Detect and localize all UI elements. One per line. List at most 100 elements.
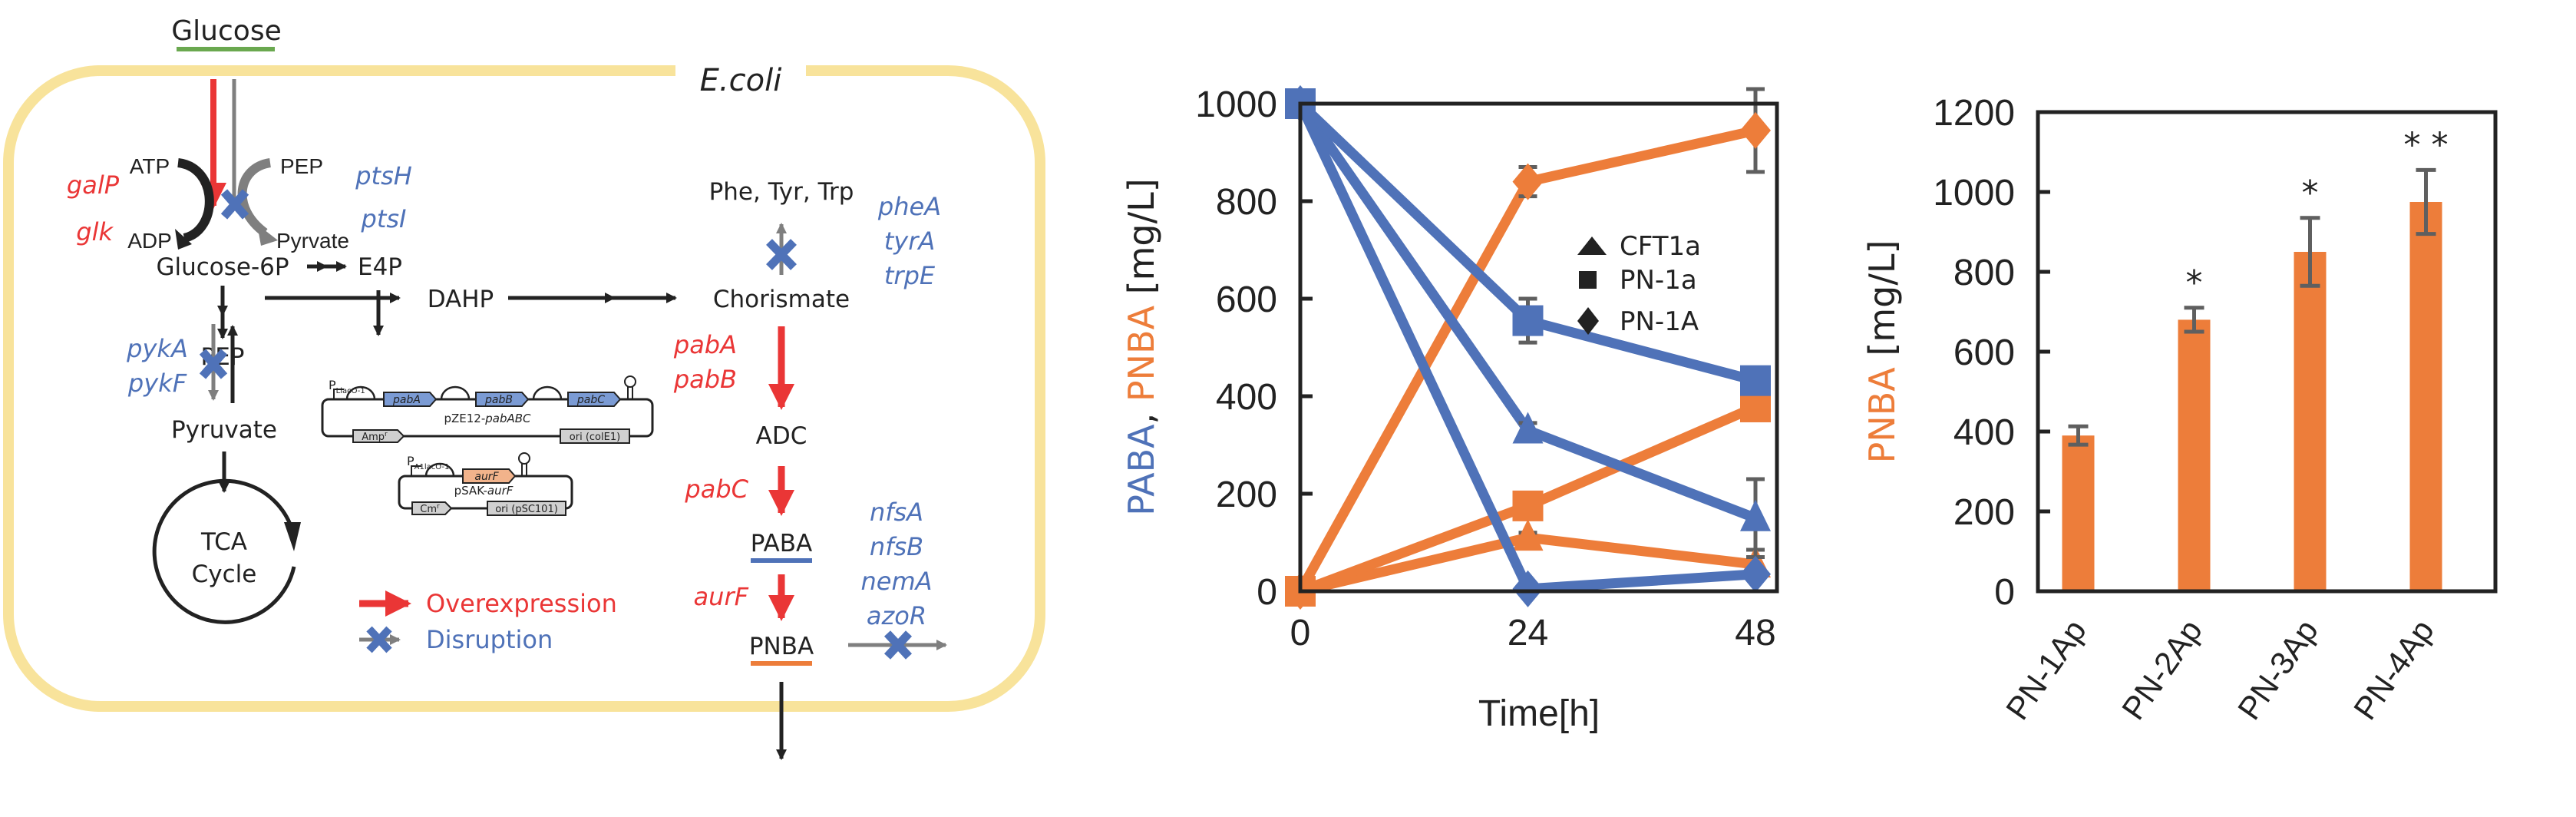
e4p-label: E4P bbox=[358, 253, 402, 281]
atp-label: ATP bbox=[130, 154, 170, 178]
x-tick-label: 0 bbox=[1290, 613, 1311, 653]
y-tick-label: 1200 bbox=[1933, 93, 2015, 134]
x-tick-label: PN-2Ap bbox=[2115, 613, 2209, 726]
legend-label-PN-1a: PN-1a bbox=[1620, 265, 1697, 296]
pep-cofactor-label: PEP bbox=[280, 154, 323, 178]
series-PN-1A-PABA bbox=[1285, 85, 1771, 607]
bar-chart-plot-frame bbox=[2036, 110, 2498, 594]
line-chart-plot-frame bbox=[1298, 101, 1779, 594]
line-chart-legend: CFT1a PN-1a PN-1A bbox=[1577, 231, 1701, 337]
atp-adp-arrow bbox=[177, 158, 214, 243]
tca-cycle-arrowhead bbox=[284, 522, 301, 551]
data-point-diamond bbox=[1512, 570, 1544, 607]
legend-marker-diamond bbox=[1577, 307, 1599, 335]
bar-chart-ylabel: PNBA [mg/L] bbox=[1861, 240, 1903, 464]
gene-nemA: nemA bbox=[860, 567, 932, 596]
data-point-triangle bbox=[1740, 499, 1771, 531]
x-tick-label: 48 bbox=[1735, 613, 1775, 653]
y-tick-label: 800 bbox=[1953, 253, 2015, 293]
svg-text:pZE12-pabABC: pZE12-pabABC bbox=[444, 412, 531, 425]
data-point-diamond bbox=[1740, 555, 1771, 593]
svg-text:Cmr: Cmr bbox=[420, 503, 440, 515]
plasmid-pZE12-pabABC: PLlacO-1 pabA pabB pabC pZE12-pabABC Amp… bbox=[321, 375, 654, 444]
y-tick-label: 600 bbox=[1216, 280, 1277, 320]
disruption-x-pnba bbox=[883, 630, 913, 660]
legend-label-CFT1a: CFT1a bbox=[1620, 231, 1701, 262]
gene-pabB: pabB bbox=[673, 365, 737, 394]
y-tick-label: 400 bbox=[1953, 412, 2015, 453]
tca-cycle-circle bbox=[152, 478, 296, 624]
glucose6p-label: Glucose-6P bbox=[156, 253, 289, 281]
y-tick-label: 1000 bbox=[1933, 173, 2015, 213]
pathway-diagram: E.coli Glucose ATP ADP PEP Pyrvate galP … bbox=[3, 15, 1045, 760]
glucose-label: Glucose bbox=[171, 15, 281, 47]
paba-label: PABA bbox=[751, 530, 812, 557]
gene-nfsA: nfsA bbox=[870, 498, 923, 527]
plasmid-gene-pabC: pabC bbox=[576, 394, 605, 406]
gene-ptsI: ptsI bbox=[361, 204, 407, 233]
pep-pyruvate-arrow bbox=[237, 158, 272, 237]
y-tick-label: 200 bbox=[1216, 475, 1277, 515]
significance-marker: * bbox=[2186, 263, 2203, 303]
plasmid-gene-aurF: aurF bbox=[474, 471, 499, 483]
bar-PN-2Ap bbox=[2178, 319, 2211, 591]
plasmid-pSAK-aurF: PA1lacO-1 aurF pSAK-aurF Cmr ori (pSC101… bbox=[398, 452, 573, 516]
error-bar bbox=[2184, 306, 2204, 334]
chorismate-label: Chorismate bbox=[713, 286, 850, 313]
adp-label: ADP bbox=[127, 229, 172, 253]
gene-azoR: azoR bbox=[867, 601, 926, 630]
legend-disruption-label: Disruption bbox=[426, 625, 553, 654]
error-bar bbox=[2300, 216, 2320, 288]
significance-marker: * bbox=[2302, 174, 2319, 213]
paba-underline bbox=[751, 558, 812, 563]
gene-glk: glk bbox=[76, 217, 114, 246]
legend-marker-square bbox=[1579, 271, 1597, 289]
svg-text:Ampr: Ampr bbox=[362, 431, 388, 443]
data-point-diamond bbox=[1512, 163, 1544, 200]
x-tick-label: PN-4Ap bbox=[2346, 613, 2441, 726]
gene-pykF: pykF bbox=[127, 369, 187, 398]
gene-pabC: pabC bbox=[684, 475, 748, 504]
data-point-square bbox=[1512, 305, 1544, 336]
gene-pheA: pheA bbox=[877, 192, 941, 221]
gene-tyrA: tyrA bbox=[884, 227, 936, 256]
data-point-diamond bbox=[1740, 111, 1771, 149]
adc-label: ADC bbox=[756, 422, 807, 450]
gene-nfsB: nfsB bbox=[870, 532, 923, 561]
series-PN-1A-PNBA bbox=[1285, 87, 1771, 610]
pyruvate-label: Pyruvate bbox=[171, 416, 277, 444]
tca-label-line2: Cycle bbox=[192, 561, 257, 588]
pyruvate-cofactor-label: Pyrvate bbox=[276, 229, 349, 253]
pnba-underline bbox=[751, 661, 812, 666]
svg-text:pSAK-aurF: pSAK-aurF bbox=[454, 484, 514, 498]
plasmid-gene-pabB: pabB bbox=[484, 394, 513, 406]
legend-marker-triangle bbox=[1577, 237, 1607, 255]
bar-PN-4Ap bbox=[2409, 202, 2442, 591]
y-tick-label: 600 bbox=[1953, 332, 2015, 373]
disruption-x-pyk bbox=[199, 349, 228, 379]
plasmid-ori-pSC101: ori (pSC101) bbox=[495, 504, 558, 515]
y-tick-label: 200 bbox=[1953, 492, 2015, 533]
legend-overexpression-label: Overexpression bbox=[426, 589, 617, 618]
y-tick-label: 1000 bbox=[1195, 84, 1277, 125]
cell-label: E.coli bbox=[700, 63, 782, 98]
error-bar bbox=[2068, 424, 2089, 447]
disruption-x-aromatics bbox=[766, 239, 797, 270]
y-tick-label: 0 bbox=[1994, 572, 2015, 613]
dahp-label: DAHP bbox=[428, 286, 494, 313]
line-chart-ylabel: PABA, PNBA [mg/L] bbox=[1121, 178, 1162, 515]
data-point-square bbox=[1512, 490, 1544, 521]
data-point-square bbox=[1740, 365, 1771, 396]
y-tick-label: 800 bbox=[1216, 182, 1277, 223]
bar-PN-1Ap bbox=[2062, 435, 2095, 591]
x-tick-label: PN-1Ap bbox=[1999, 613, 2093, 726]
data-point-square bbox=[1740, 391, 1771, 422]
gene-galP: galP bbox=[67, 170, 120, 200]
plasmid-gene-pabA: pabA bbox=[392, 394, 421, 406]
bar-chart: 0 200 400 600 800 1000 1200 PN-1Ap * PN-2Ap * PN-3… bbox=[1861, 93, 2498, 726]
line-chart-xlabel: Time[h] bbox=[1478, 693, 1600, 734]
pathway-legend: Overexpression Disruption bbox=[359, 589, 617, 654]
x-tick-label: 24 bbox=[1508, 613, 1548, 653]
gene-trpE: trpE bbox=[884, 261, 936, 290]
